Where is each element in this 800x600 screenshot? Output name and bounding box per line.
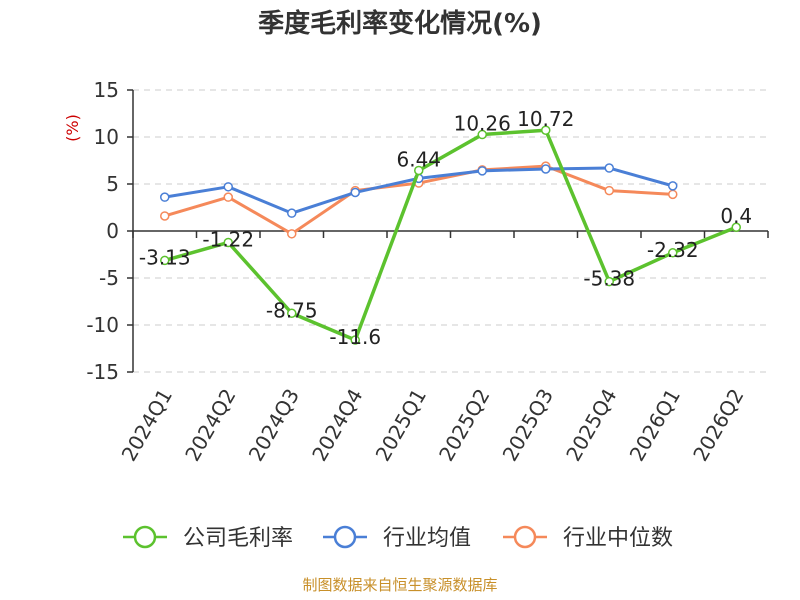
data-point: [287, 208, 297, 218]
data-label: -1.22: [202, 227, 254, 251]
data-point: [223, 192, 233, 202]
data-point: [668, 189, 678, 200]
data-point: [668, 181, 678, 191]
data-point: [160, 211, 170, 221]
y-tick-label: 15: [94, 78, 119, 102]
data-point: [223, 237, 233, 248]
data-point: [350, 335, 360, 345]
data-point: [287, 308, 297, 318]
data-labels: -3.13 -1.22 -8.75 -11.6 6.44 10.26 10.72 -5.38-…: [139, 107, 752, 349]
legend-item[interactable]: 公司毛利率: [123, 525, 293, 551]
data-label: -8.75: [266, 298, 318, 322]
chart-title: 季度毛利率变化情况(%): [258, 8, 542, 39]
x-tick-label: 2024Q1: [117, 385, 177, 466]
legend-marker: [513, 525, 537, 549]
y-tick-label: -10: [86, 313, 119, 337]
y-axis-unit: (%): [63, 114, 82, 142]
data-point: [541, 125, 551, 135]
y-tick-label: 5: [106, 172, 119, 196]
data-point: [414, 165, 424, 176]
source-note: 制图数据来自恒生聚源数据库: [302, 576, 497, 594]
data-point: [160, 255, 170, 266]
y-tick-label: 10: [94, 125, 119, 149]
data-point: [223, 182, 233, 192]
x-tick-label: 2025Q2: [434, 385, 494, 466]
legend-label: 行业中位数: [563, 526, 673, 551]
data-point: [287, 229, 297, 239]
series-line: [164, 128, 737, 342]
x-tick-label: 2025Q3: [498, 385, 558, 466]
legend-item[interactable]: 行业中位数: [503, 525, 673, 551]
y-tick-label: 0: [106, 219, 119, 243]
y-tick-label: -5: [99, 266, 119, 290]
data-label: 6.44: [396, 147, 441, 171]
x-tick-label: 2026Q2: [688, 385, 748, 466]
legend-item[interactable]: 行业均值: [323, 525, 471, 551]
data-point: [731, 222, 741, 232]
x-tick-label: 2024Q4: [307, 385, 367, 466]
x-tick-label: 2026Q1: [625, 385, 685, 466]
x-tick-label: 2024Q2: [180, 385, 240, 466]
x-tick-label: 2024Q3: [244, 385, 304, 466]
y-axis-ticks: 15 10 5 0 -5 -10 -15: [86, 78, 133, 384]
data-label: -3.13: [139, 245, 191, 269]
data-label: 10.72: [517, 107, 574, 131]
data-point: [541, 164, 551, 174]
y-tick-label: -15: [86, 360, 119, 384]
data-label: 0.4: [720, 204, 752, 228]
data-point: [160, 192, 170, 202]
data-point: [604, 276, 614, 287]
legend-marker: [333, 525, 357, 549]
data-point: [350, 187, 360, 198]
data-point: [604, 185, 614, 196]
data-label: -11.6: [329, 325, 381, 349]
legend-marker: [133, 525, 157, 549]
x-tick-label: 2025Q4: [561, 385, 621, 466]
legend[interactable]: 公司毛利率 行业均值 行业中位数: [123, 525, 673, 551]
data-point: [604, 163, 614, 173]
data-point: [668, 248, 678, 258]
legend-label: 行业均值: [383, 526, 471, 551]
data-label: -5.38: [583, 267, 635, 291]
data-label: 10.26: [454, 112, 511, 136]
x-tick-label: 2025Q1: [371, 385, 431, 466]
legend-label: 公司毛利率: [183, 526, 293, 551]
series-group: [160, 125, 741, 345]
data-point: [477, 129, 487, 140]
data-point: [477, 166, 487, 176]
data-label: -2.32: [647, 238, 699, 262]
